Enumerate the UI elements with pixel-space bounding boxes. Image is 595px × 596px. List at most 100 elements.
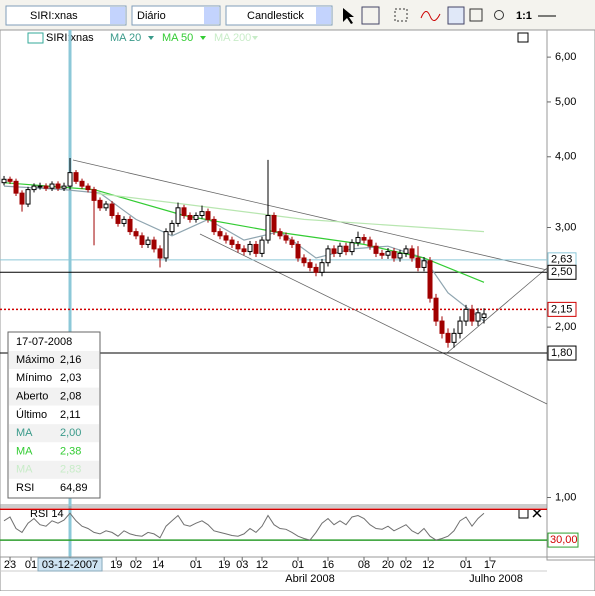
info-value: 2,03 (60, 372, 81, 384)
style-text: Candlestick (247, 10, 304, 22)
zoom-tool[interactable] (494, 10, 504, 20)
x-tick-label: 12 (256, 559, 268, 571)
info-value: 2,83 (60, 464, 81, 476)
crosshair-tool[interactable] (361, 6, 380, 25)
x-tick-label: 23 (4, 559, 16, 571)
candle-body (295, 243, 301, 259)
candle-body (121, 218, 127, 224)
symbol-text: SIRI:xnas (30, 10, 78, 22)
period-text: Diário (137, 10, 166, 22)
candle-body (301, 257, 307, 264)
candle-body (355, 237, 361, 244)
candle-body (325, 248, 331, 264)
candle-body (259, 239, 265, 254)
candle-body (433, 297, 439, 322)
dropdown-btn[interactable] (110, 7, 125, 24)
dropdown-btn[interactable] (316, 7, 331, 24)
candle-body (181, 207, 187, 216)
pointer-tool[interactable] (343, 8, 354, 24)
legend-item: MA 50 (162, 32, 193, 44)
candle-body (79, 180, 85, 187)
indicator-tool[interactable] (420, 11, 441, 21)
candle-body (247, 243, 253, 253)
level-label: 2,50 (551, 266, 572, 278)
month-label: Abril 2008 (285, 573, 335, 585)
add-tool[interactable] (469, 8, 483, 22)
candle-body (67, 172, 73, 187)
candle-body (145, 239, 151, 245)
level-label: 1,80 (551, 347, 572, 359)
candle-body (43, 185, 49, 189)
x-tick-label: 02 (130, 559, 142, 571)
candle-body (1, 178, 7, 184)
candle-body (25, 189, 31, 205)
x-tick-label: 20 (382, 559, 394, 571)
crosshair-label-bg (37, 557, 103, 572)
maximize-btn[interactable] (517, 32, 529, 43)
candle-body (217, 231, 223, 237)
info-value: 2,00 (60, 427, 81, 439)
info-label: Máximo (16, 354, 55, 366)
close-btn[interactable] (532, 508, 542, 518)
candle-body (361, 237, 367, 241)
candle-body (7, 178, 13, 182)
info-row-bg (9, 387, 99, 406)
candle-body (61, 185, 67, 189)
x-tick-label: 12 (422, 559, 434, 571)
info-value: 2,11 (60, 409, 81, 421)
candle-body (157, 248, 163, 259)
candle-body (313, 266, 319, 273)
info-label: Último (16, 408, 47, 421)
candle-body (307, 262, 313, 268)
x-tick-label: 01 (190, 559, 202, 571)
dropdown-btn[interactable] (204, 7, 219, 24)
candle-body (253, 243, 259, 254)
info-value: 64,89 (60, 482, 88, 494)
candle-body (265, 214, 271, 241)
axis-area (546, 29, 595, 561)
info-label: MA (16, 464, 33, 476)
candle-body (415, 257, 421, 268)
candle-body (169, 222, 175, 233)
candle-body (475, 312, 481, 322)
candle-body (439, 320, 445, 334)
info-tool[interactable] (447, 6, 465, 25)
x-tick-label: 08 (358, 559, 370, 571)
x-tick-label: 19 (218, 559, 230, 571)
candle-body (445, 332, 451, 343)
candle-body (457, 320, 463, 334)
style-select[interactable] (225, 5, 333, 26)
candle-body (193, 214, 199, 220)
candle-body (133, 231, 139, 237)
candle-body (13, 180, 19, 194)
candle-body (115, 214, 121, 224)
candle-body (241, 248, 247, 253)
candle-body (73, 172, 79, 182)
symbol-select[interactable] (5, 5, 127, 26)
level-label-box (547, 264, 577, 280)
info-label: MA (16, 427, 33, 439)
candle-body (211, 218, 217, 233)
candle-body (229, 239, 235, 245)
info-value: 2,38 (60, 445, 81, 457)
y-tick-label: 3,00 (555, 221, 576, 233)
info-label: Aberto (16, 391, 48, 403)
candle-body (163, 231, 169, 259)
legend-arrow (200, 36, 206, 40)
zoom-text[interactable]: 1:1 (516, 10, 532, 22)
candle-body (187, 214, 193, 220)
x-tick-label: 01 (25, 559, 37, 571)
grid-tool[interactable] (394, 8, 408, 22)
candle-body (175, 207, 181, 224)
level-label-box (547, 301, 577, 317)
period-select[interactable] (131, 5, 221, 26)
x-tick-label: 02 (400, 559, 412, 571)
candle-body (151, 239, 157, 250)
candle-body (337, 245, 343, 254)
candle-body (397, 252, 403, 259)
trend-lines (72, 159, 548, 405)
candle-body (331, 248, 337, 254)
candle-body (49, 183, 55, 189)
x-tick-label: 01 (292, 559, 304, 571)
candle-body (223, 235, 229, 241)
